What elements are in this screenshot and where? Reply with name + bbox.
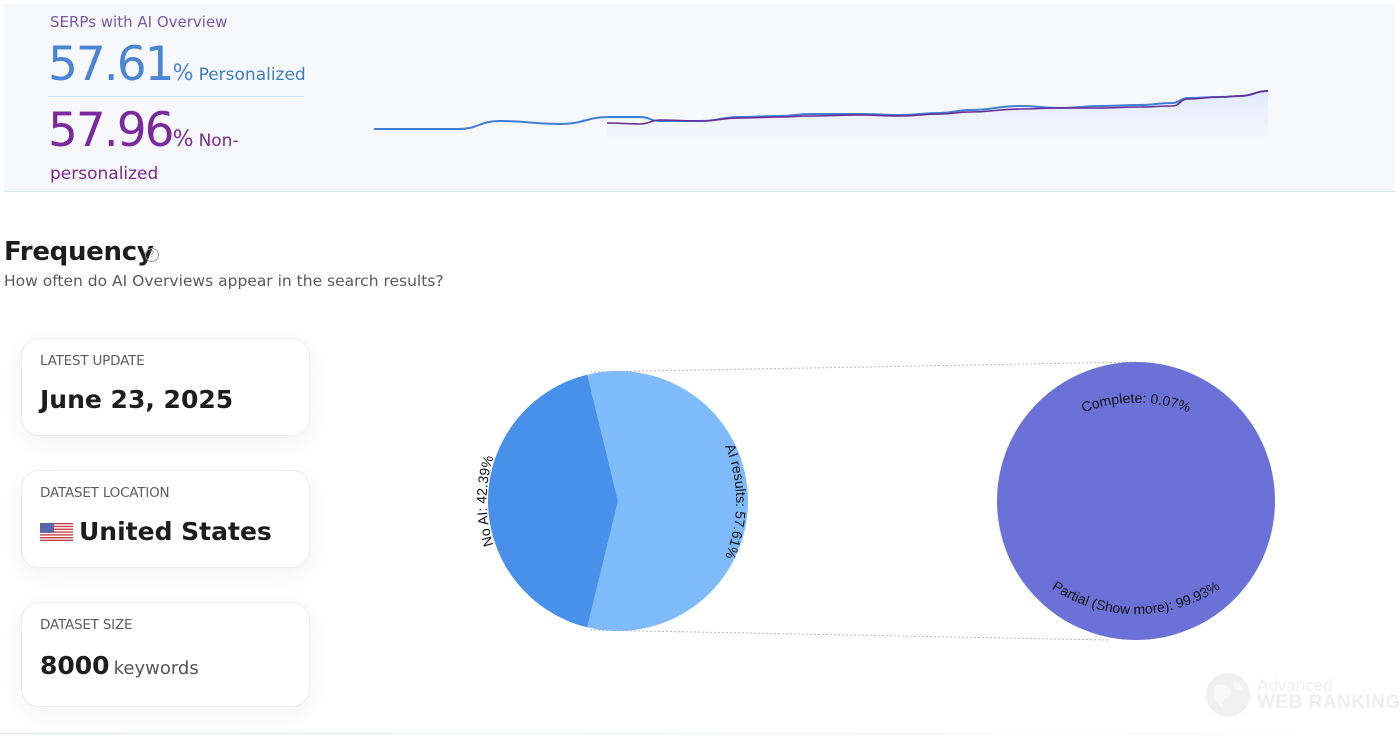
non-personalized-label: Non-	[198, 131, 239, 151]
dataset-size-card: DATASET SIZE 8000 keywords	[21, 602, 310, 707]
watermark-line1: Advanced	[1257, 676, 1333, 695]
slice-ai-results[interactable]	[587, 371, 748, 631]
frequency-title: Frequency	[4, 237, 154, 267]
latest-update-label: LATEST UPDATE	[40, 353, 145, 369]
dataset-size-row: 8000 keywords	[40, 651, 199, 680]
sparkline-personalized	[373, 90, 1269, 131]
dataset-location-card: DATASET LOCATION United States	[21, 470, 310, 568]
label-no-ai: No AI: 42.39%	[474, 453, 497, 548]
help-icon[interactable]: ?	[145, 248, 159, 262]
watermark-line2: WEB RANKING	[1257, 692, 1400, 713]
overview-title: SERPs with AI Overview	[50, 13, 228, 31]
connector-bottom	[589, 629, 1111, 641]
non-personalized-label-cont: personalized	[50, 164, 159, 184]
personalized-kpi: 57.61% Personalized	[48, 36, 306, 94]
personalized-value: 57.61	[48, 37, 175, 92]
ai-presence-pie	[488, 371, 748, 631]
sparkline-area	[607, 91, 1268, 137]
dataset-location-row: United States	[40, 517, 272, 546]
dataset-size-value: 8000	[40, 651, 110, 680]
personalized-label: Personalized	[198, 65, 306, 85]
dataset-size-label: DATASET SIZE	[40, 617, 133, 633]
ai-type-pie	[997, 362, 1275, 640]
latest-update-value: June 23, 2025	[40, 385, 234, 414]
slice-no-ai[interactable]	[488, 374, 618, 628]
slice-complete[interactable]	[1135, 362, 1137, 501]
overview-panel: SERPs with AI Overview 57.61% Personaliz…	[4, 4, 1395, 192]
section-divider	[0, 733, 1400, 734]
dataset-size-unit: keywords	[113, 658, 199, 679]
sparkline-chart	[373, 90, 1269, 137]
watermark-logo: Advanced WEB RANKING	[1205, 672, 1400, 722]
globe-icon	[1206, 673, 1250, 717]
connector-top	[589, 361, 1137, 373]
latest-update-card: LATEST UPDATE June 23, 2025	[21, 338, 310, 436]
kpi-divider	[48, 96, 304, 97]
dataset-location-label: DATASET LOCATION	[40, 485, 170, 501]
non-personalized-value: 57.96	[48, 103, 175, 158]
dataset-location-value: United States	[79, 517, 272, 546]
frequency-subtitle: How often do AI Overviews appear in the …	[4, 272, 444, 290]
us-flag-icon	[40, 523, 73, 541]
sparkline-non-personalized	[606, 90, 1269, 125]
personalized-unit: %	[172, 61, 194, 86]
non-personalized-kpi: 57.96% Non-	[48, 102, 239, 160]
non-personalized-unit: %	[172, 127, 194, 152]
